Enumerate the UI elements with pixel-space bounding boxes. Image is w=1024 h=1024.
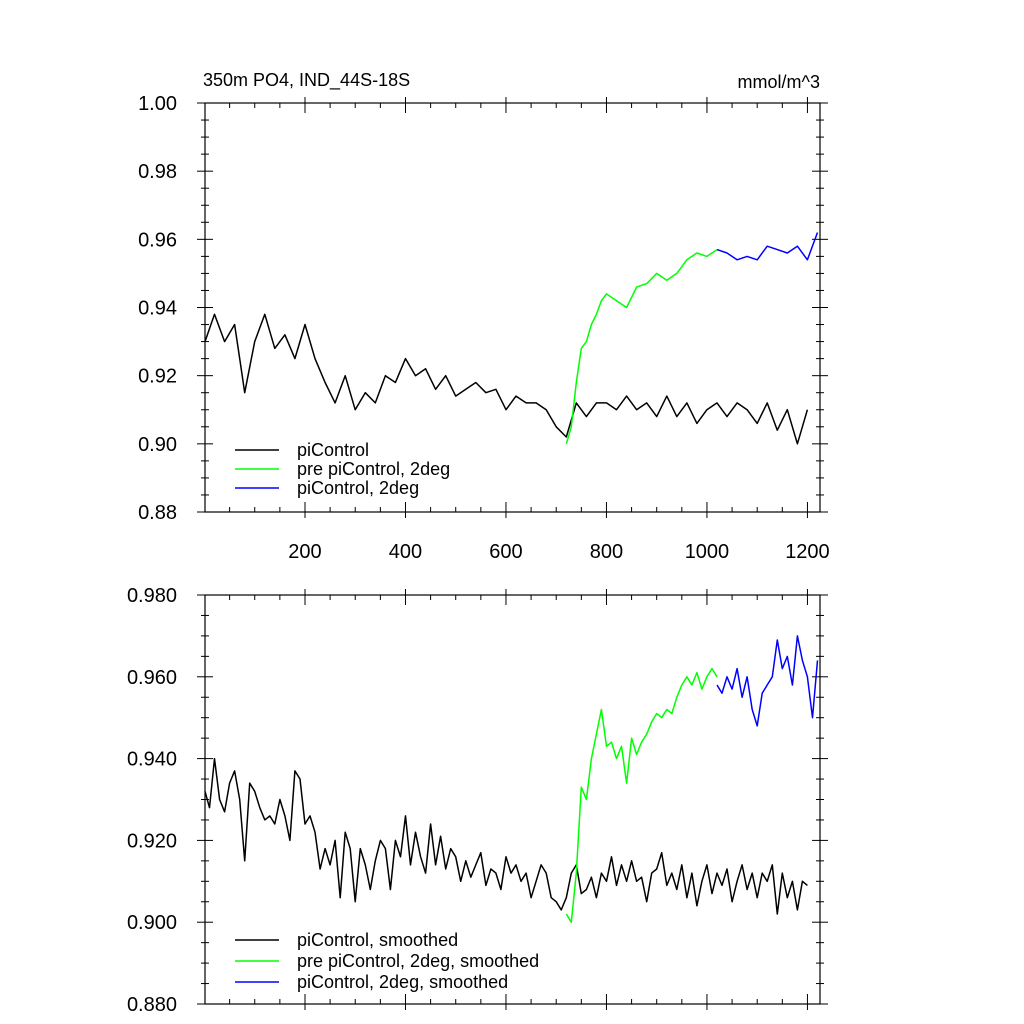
series-line-1 [565,667,718,923]
legend-label: pre piControl, 2deg [297,459,450,479]
top-y-ticks: 0.88 0.90 0.92 0.94 0.96 0.98 1.00 [138,93,828,524]
y-tick-label: 0.92 [138,366,177,388]
top-x-ticks: 200 400 600 800 1000 1200 [229,97,830,563]
y-tick-label: 0.90 [138,434,177,456]
top-series [204,232,819,445]
bottom-x-ticks [229,589,808,1010]
y-tick-label: 0.98 [138,161,177,183]
bottom-series [204,635,819,923]
legend-label: piControl, 2deg [297,478,419,498]
series-line-2 [716,232,819,261]
x-tick-label: 800 [590,541,623,563]
x-tick-label: 600 [489,541,522,563]
legend-label: piControl, 2deg, smoothed [297,972,508,992]
y-tick-label: 0.96 [138,229,177,251]
bottom-y-ticks: 0.880 0.900 0.920 0.940 0.960 0.980 [127,585,828,1016]
legend-label: piControl [297,440,369,460]
x-tick-label: 1200 [785,541,830,563]
y-tick-label: 0.920 [127,830,177,852]
y-tick-label: 0.900 [127,912,177,934]
x-tick-label: 1000 [685,541,730,563]
y-tick-label: 0.960 [127,667,177,689]
series-line-2 [716,635,819,727]
y-tick-label: 0.880 [127,994,177,1016]
bottom-panel: 0.880 0.900 0.920 0.940 0.960 0.980 piControl… [127,585,828,1016]
y-tick-label: 0.88 [138,502,177,524]
x-tick-label: 200 [288,541,321,563]
legend-label: pre piControl, 2deg, smoothed [297,951,539,971]
series-line-0 [204,757,808,915]
x-tick-label: 400 [389,541,422,563]
panel-title: 350m PO4, IND_44S-18S [203,70,410,91]
units-label: mmol/m^3 [738,72,820,92]
y-tick-label: 0.94 [138,298,177,320]
y-tick-label: 0.980 [127,585,177,607]
series-line-0 [204,313,809,445]
series-line-1 [565,248,718,445]
top-panel: 200 400 600 800 1000 1200 0.88 0.90 0.92 0.94 0.9… [138,93,830,563]
y-tick-label: 1.00 [138,93,177,115]
y-tick-label: 0.940 [127,749,177,771]
legend-label: piControl, smoothed [297,930,458,950]
